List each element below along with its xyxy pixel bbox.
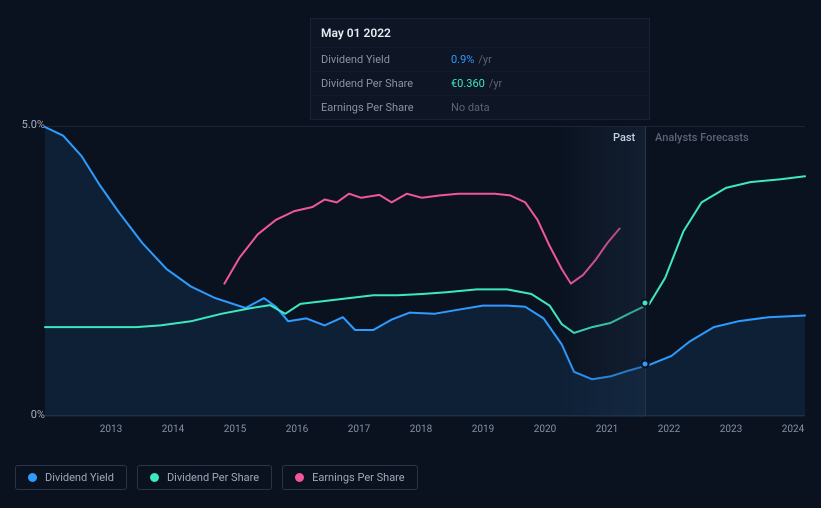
x-axis-label: 2015	[224, 424, 246, 435]
x-axis-label: 2018	[410, 424, 432, 435]
x-axis-label: 2024	[782, 424, 804, 435]
tooltip-row-unit: /yr	[489, 77, 502, 90]
tooltip-row-value: 0.9%	[451, 53, 474, 66]
x-axis-label: 2016	[286, 424, 308, 435]
series-marker	[641, 298, 650, 307]
chart-cursor-line	[645, 126, 646, 416]
tooltip-row-unit: /yr	[478, 53, 491, 66]
x-axis-label: 2019	[472, 424, 494, 435]
tooltip-row-value: €0.360	[451, 77, 485, 90]
x-axis-label: 2023	[720, 424, 742, 435]
tooltip-row-label: Dividend Per Share	[321, 77, 451, 90]
x-axis-label: 2014	[162, 424, 184, 435]
series-marker	[641, 359, 650, 368]
legend-dot-icon	[150, 473, 159, 482]
tooltip-date: May 01 2022	[311, 19, 649, 47]
tooltip-row: Dividend Per Share€0.360/yr	[311, 71, 649, 95]
x-axis-label: 2017	[348, 424, 370, 435]
legend-label: Dividend Per Share	[167, 471, 259, 484]
legend-label: Dividend Yield	[45, 471, 114, 484]
forecast-section-label: Analysts Forecasts	[655, 131, 749, 144]
x-axis-label: 2020	[534, 424, 556, 435]
tooltip-row: Dividend Yield0.9% /yr	[311, 47, 649, 71]
x-axis-label: 2013	[100, 424, 122, 435]
chart-plot-area[interactable]	[45, 126, 805, 416]
dividend-chart[interactable]: 5.0% 0% 20132014201520162017201820192020…	[15, 108, 805, 428]
legend-earnings-per-share[interactable]: Earnings Per Share	[282, 465, 418, 490]
legend-dividend-yield[interactable]: Dividend Yield	[15, 465, 127, 490]
past-region-highlight	[45, 127, 645, 417]
x-axis-label: 2021	[596, 424, 618, 435]
y-axis-max: 5.0%	[22, 118, 45, 131]
past-section-label: Past	[613, 131, 635, 144]
legend-dot-icon	[295, 473, 304, 482]
x-axis-label: 2022	[658, 424, 680, 435]
legend-label: Earnings Per Share	[312, 471, 405, 484]
legend-dividend-per-share[interactable]: Dividend Per Share	[137, 465, 272, 490]
legend-dot-icon	[28, 473, 37, 482]
chart-tooltip: May 01 2022 Dividend Yield0.9%/yrDividen…	[310, 18, 650, 120]
y-axis-min: 0%	[31, 408, 45, 421]
chart-legend: Dividend Yield Dividend Per Share Earnin…	[15, 465, 418, 490]
tooltip-row-label: Dividend Yield	[321, 53, 451, 66]
